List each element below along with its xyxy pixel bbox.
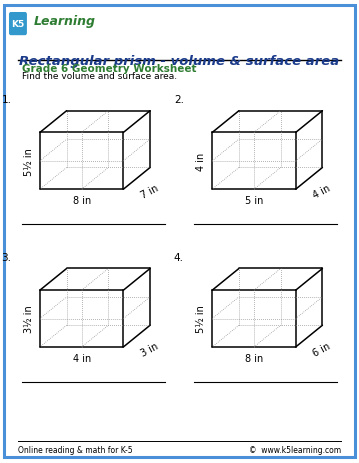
Text: 8 in: 8 in — [73, 195, 91, 206]
Text: Grade 6 Geometry Worksheet: Grade 6 Geometry Worksheet — [22, 64, 196, 74]
Text: 7 in: 7 in — [139, 183, 160, 200]
Text: Learning: Learning — [34, 15, 96, 28]
Text: 3.: 3. — [1, 252, 11, 263]
Text: Online reading & math for K-5: Online reading & math for K-5 — [18, 445, 132, 454]
Text: 5 in: 5 in — [245, 195, 263, 206]
Text: 4 in: 4 in — [312, 183, 332, 200]
Text: 1.: 1. — [1, 95, 11, 105]
Text: Rectangular prism - volume & surface area: Rectangular prism - volume & surface are… — [19, 55, 340, 68]
Text: 2.: 2. — [174, 95, 184, 105]
Text: 6 in: 6 in — [312, 340, 332, 358]
Text: 4 in: 4 in — [73, 353, 91, 363]
Text: 3 in: 3 in — [139, 340, 160, 358]
Text: 5½ in: 5½ in — [196, 305, 206, 333]
Text: K5: K5 — [11, 19, 24, 29]
Text: ©  www.k5learning.com: © www.k5learning.com — [249, 445, 341, 454]
Text: 4.: 4. — [174, 252, 184, 263]
Text: 5½ in: 5½ in — [24, 148, 34, 175]
Text: 8 in: 8 in — [245, 353, 263, 363]
Text: Find the volume and surface area.: Find the volume and surface area. — [22, 72, 177, 81]
Text: 4 in: 4 in — [196, 152, 206, 170]
Text: 3½ in: 3½ in — [24, 305, 34, 333]
